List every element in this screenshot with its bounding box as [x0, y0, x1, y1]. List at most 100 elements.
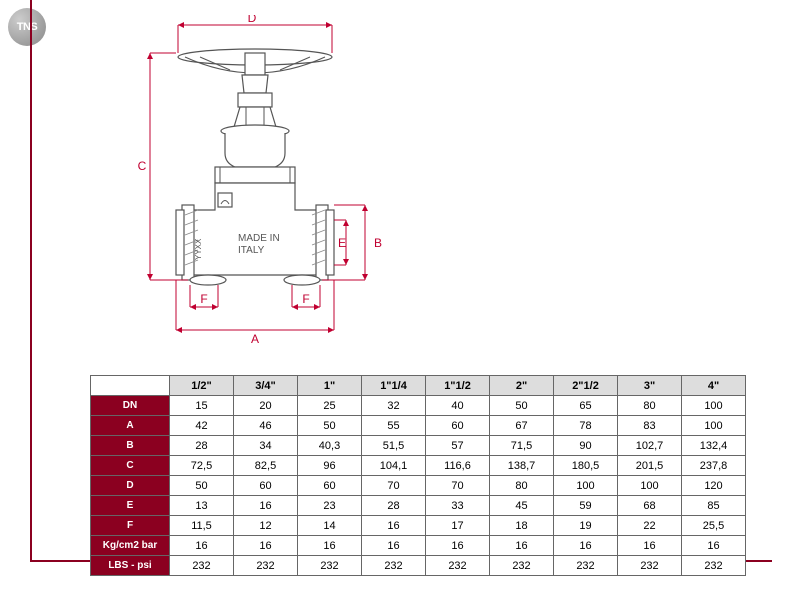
cell: 138,7	[490, 456, 554, 476]
dim-b-label: B	[374, 236, 382, 250]
row-label: B	[91, 436, 170, 456]
cell: 83	[618, 416, 682, 436]
cell: 16	[682, 536, 746, 556]
cell: 67	[490, 416, 554, 436]
cell: 42	[170, 416, 234, 436]
cell: 100	[554, 476, 618, 496]
cell: 12	[234, 516, 298, 536]
cell: 60	[426, 416, 490, 436]
cell: 82,5	[234, 456, 298, 476]
dim-e-label: E	[338, 236, 346, 250]
row-label: LBS - psi	[91, 556, 170, 576]
cell: 16	[234, 536, 298, 556]
cell: 60	[298, 476, 362, 496]
cell: 70	[426, 476, 490, 496]
col-header: 2"1/2	[554, 376, 618, 396]
dim-f2-label: F	[302, 292, 309, 306]
cell: 71,5	[490, 436, 554, 456]
col-header: 1"1/4	[362, 376, 426, 396]
row-label: DN	[91, 396, 170, 416]
cell: 232	[682, 556, 746, 576]
cell: 70	[362, 476, 426, 496]
cell: 23	[298, 496, 362, 516]
cell: 85	[682, 496, 746, 516]
cell: 25	[298, 396, 362, 416]
dim-c-label: C	[138, 159, 147, 173]
table-corner	[91, 376, 170, 396]
cell: 68	[618, 496, 682, 516]
cell: 180,5	[554, 456, 618, 476]
cell: 90	[554, 436, 618, 456]
handwheel	[178, 49, 332, 75]
dim-f1-label: F	[200, 292, 207, 306]
col-header: 1"	[298, 376, 362, 396]
cell: 116,6	[426, 456, 490, 476]
cell: 32	[362, 396, 426, 416]
cell: 16	[170, 536, 234, 556]
cell: 104,1	[362, 456, 426, 476]
row-label: F	[91, 516, 170, 536]
cell: 201,5	[618, 456, 682, 476]
cell: 50	[490, 396, 554, 416]
cell: 16	[554, 536, 618, 556]
cell: 232	[234, 556, 298, 576]
row-label: E	[91, 496, 170, 516]
cell: 14	[298, 516, 362, 536]
cell: 100	[682, 396, 746, 416]
cell: 25,5	[682, 516, 746, 536]
cell: 78	[554, 416, 618, 436]
cell: 100	[682, 416, 746, 436]
cell: 16	[362, 536, 426, 556]
cell: 40	[426, 396, 490, 416]
cell: 51,5	[362, 436, 426, 456]
bonnet	[215, 125, 295, 183]
cell: 59	[554, 496, 618, 516]
cell: 60	[234, 476, 298, 496]
cell: 46	[234, 416, 298, 436]
cell: 22	[618, 516, 682, 536]
cell: 16	[490, 536, 554, 556]
cell: 120	[682, 476, 746, 496]
cell: 232	[490, 556, 554, 576]
col-header: 2"	[490, 376, 554, 396]
cell: 11,5	[170, 516, 234, 536]
col-header: 1"1/2	[426, 376, 490, 396]
cell: 232	[298, 556, 362, 576]
body-text-1: MADE IN	[238, 233, 280, 244]
side-text: YYXX	[194, 238, 203, 260]
col-header: 3/4"	[234, 376, 298, 396]
cell: 132,4	[682, 436, 746, 456]
cell: 16	[234, 496, 298, 516]
cell: 232	[170, 556, 234, 576]
cell: 33	[426, 496, 490, 516]
cell: 18	[490, 516, 554, 536]
cell: 96	[298, 456, 362, 476]
stem	[234, 75, 276, 127]
cell: 80	[490, 476, 554, 496]
cell: 232	[554, 556, 618, 576]
valve-body: MADE IN ITALY YYXX	[176, 183, 334, 285]
cell: 57	[426, 436, 490, 456]
cell: 16	[426, 536, 490, 556]
cell: 237,8	[682, 456, 746, 476]
cell: 100	[618, 476, 682, 496]
col-header: 1/2"	[170, 376, 234, 396]
cell: 15	[170, 396, 234, 416]
cell: 16	[362, 516, 426, 536]
cell: 55	[362, 416, 426, 436]
cell: 80	[618, 396, 682, 416]
cell: 232	[426, 556, 490, 576]
row-label: D	[91, 476, 170, 496]
cell: 102,7	[618, 436, 682, 456]
row-label: Kg/cm2 bar	[91, 536, 170, 556]
dim-a-label: A	[251, 332, 259, 346]
col-header: 3"	[618, 376, 682, 396]
cell: 50	[298, 416, 362, 436]
dimensions-table: 1/2"3/4"1"1"1/41"1/22"2"1/23"4"DN1520253…	[90, 375, 746, 576]
body-text-2: ITALY	[238, 245, 265, 256]
cell: 40,3	[298, 436, 362, 456]
row-label: C	[91, 456, 170, 476]
cell: 232	[362, 556, 426, 576]
cell: 19	[554, 516, 618, 536]
cell: 16	[298, 536, 362, 556]
